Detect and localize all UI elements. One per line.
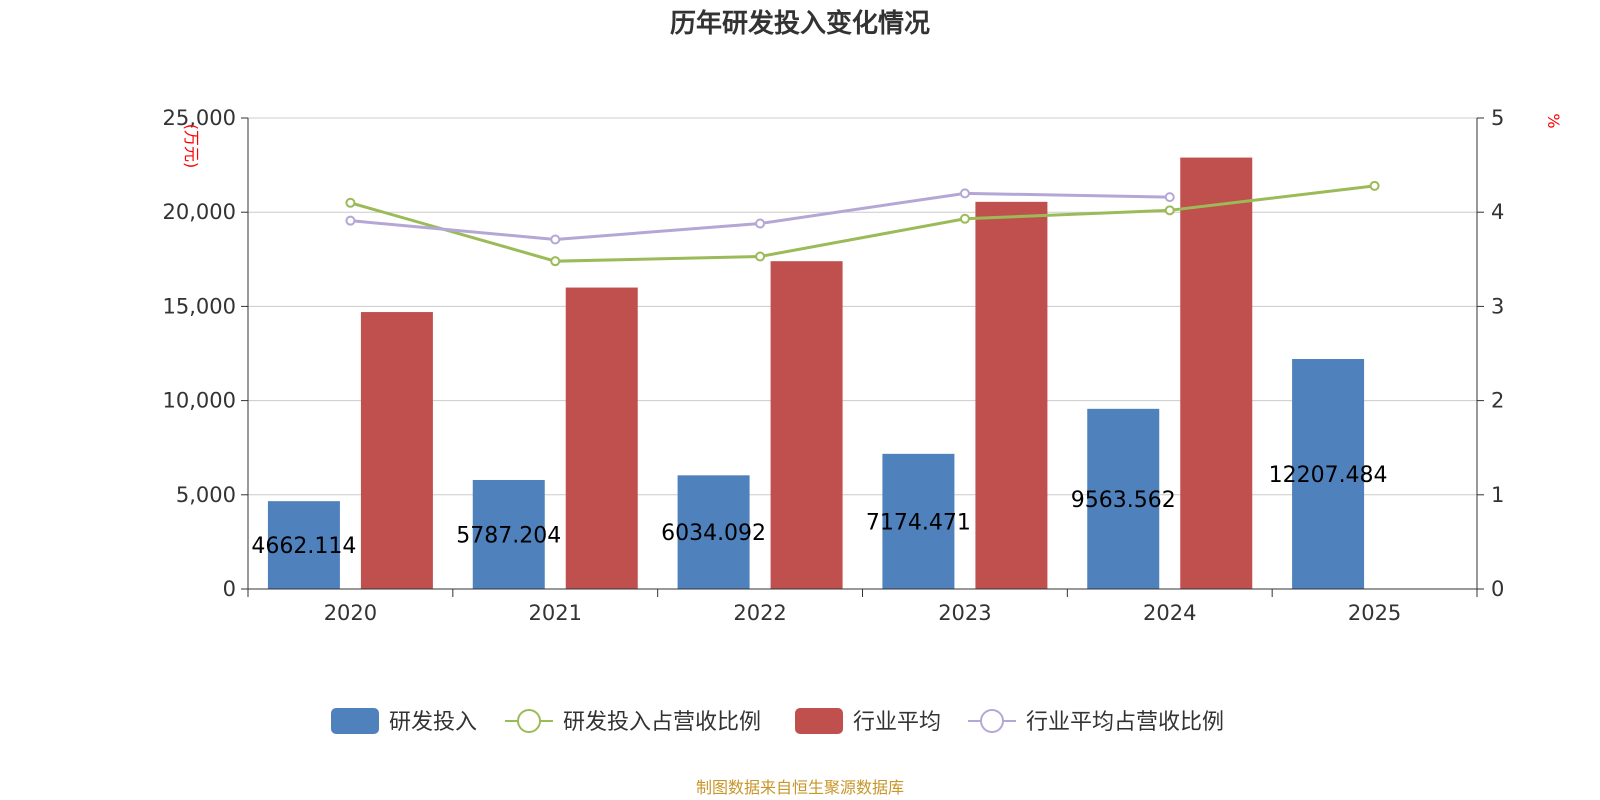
bar-value-label: 4662.114 [251, 534, 356, 559]
x-tick-label: 2021 [529, 601, 582, 625]
x-tick-label: 2020 [324, 601, 377, 625]
source-note: 制图数据来自恒生聚源数据库 [696, 778, 904, 797]
line-point [959, 188, 970, 199]
gridlines [248, 117, 1477, 496]
legend-label: 研发投入 [389, 710, 477, 735]
axes: 0 5,000 10,000 15,000 20,000 25,000 0 1 2 3 4 5 2020… [163, 106, 1505, 625]
legend-swatch-bar [795, 708, 843, 734]
lines [345, 180, 1380, 267]
y-left-tick-label: 5,000 [176, 483, 236, 507]
line-point [959, 213, 970, 224]
line-point [1164, 192, 1175, 203]
data-labels: 4662.114 5787.204 6034.092 7174.471 9563.562… [251, 463, 1387, 559]
legend-swatch-marker [980, 709, 1004, 733]
line-point [345, 197, 356, 208]
line-rd-ratio [350, 184, 1375, 263]
bar-value-label: 5787.204 [456, 523, 561, 548]
line-point [1369, 180, 1380, 191]
bar-value-label: 6034.092 [661, 521, 766, 546]
legend-label: 行业平均占营收比例 [1026, 710, 1224, 735]
line-point [1164, 205, 1175, 216]
x-tick-label: 2022 [733, 601, 786, 625]
bar-rd-investment [472, 479, 545, 589]
y-right-tick-label: 2 [1491, 389, 1504, 413]
line-point [550, 256, 561, 267]
bars [267, 157, 1365, 589]
line-point [755, 251, 766, 262]
bar-rd-investment [677, 475, 750, 589]
bar-rd-investment [882, 453, 955, 589]
y-left-tick-label: 25,000 [163, 106, 236, 130]
bar-value-label: 12207.484 [1269, 463, 1388, 488]
y-left-tick-label: 0 [223, 577, 236, 601]
legend-label: 行业平均 [853, 710, 941, 735]
legend-label: 研发投入占营收比例 [563, 710, 761, 735]
legend: 研发投入 研发投入占营收比例 行业平均 行业平均占营收比例 [331, 708, 1224, 735]
y-right-tick-label: 1 [1491, 483, 1504, 507]
bar-industry-average [360, 312, 433, 589]
y-left-unit: (万元) [182, 124, 201, 169]
line-point [550, 234, 561, 245]
legend-swatch-marker [517, 709, 541, 733]
x-tick-label: 2024 [1143, 601, 1196, 625]
bar-value-label: 9563.562 [1071, 488, 1176, 513]
bar-industry-average [1180, 157, 1253, 589]
bar-rd-investment [1292, 359, 1365, 589]
bar-industry-average [975, 201, 1048, 589]
legend-swatch-bar [331, 708, 379, 734]
y-right-tick-label: 0 [1491, 577, 1504, 601]
chart-title: 历年研发投入变化情况 [670, 8, 930, 39]
y-right-tick-label: 5 [1491, 106, 1504, 130]
y-left-tick-label: 15,000 [163, 294, 236, 318]
y-right-tick-label: 3 [1491, 294, 1504, 318]
x-tick-label: 2023 [938, 601, 991, 625]
y-left-tick-label: 20,000 [163, 200, 236, 224]
bar-value-label: 7174.471 [866, 510, 971, 535]
y-right-unit: % [1544, 113, 1563, 128]
bar-rd-investment [267, 501, 340, 589]
bar-industry-average [770, 261, 843, 589]
bar-rd-investment [1087, 408, 1160, 589]
x-tick-label: 2025 [1348, 601, 1401, 625]
line-point [345, 215, 356, 226]
y-left-tick-label: 10,000 [163, 389, 236, 413]
line-point [755, 218, 766, 229]
bar-industry-average [565, 287, 638, 589]
y-right-tick-label: 4 [1491, 200, 1504, 224]
